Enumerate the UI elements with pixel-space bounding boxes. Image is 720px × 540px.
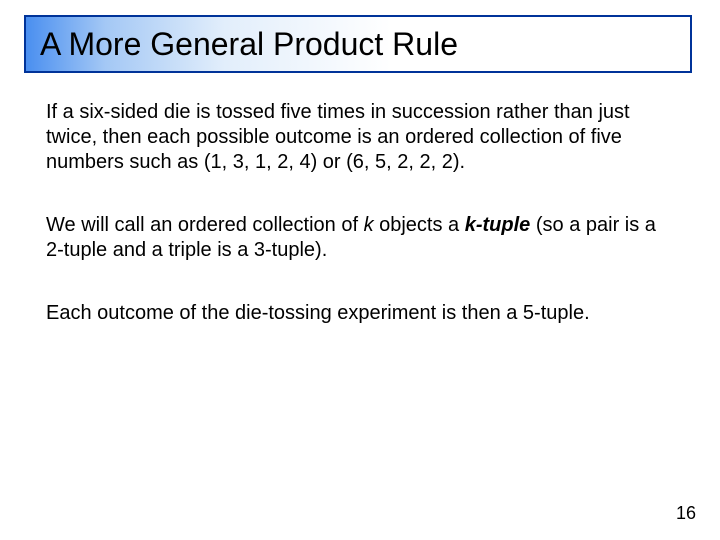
text-run: We will call an ordered collection of: [46, 214, 364, 236]
title-bar: A More General Product Rule: [24, 15, 692, 73]
text-bold-italic-ktuple: k-tuple: [465, 214, 531, 236]
paragraph-2: We will call an ordered collection of k …: [46, 213, 670, 263]
paragraph-3: Each outcome of the die-tossing experime…: [46, 301, 670, 326]
page-number: 16: [676, 503, 696, 524]
slide-body: If a six-sided die is tossed five times …: [46, 100, 670, 326]
paragraph-1: If a six-sided die is tossed five times …: [46, 100, 670, 175]
slide: A More General Product Rule If a six-sid…: [0, 0, 720, 540]
text-run: objects a: [374, 214, 465, 236]
text-italic-k: k: [364, 214, 374, 236]
slide-title: A More General Product Rule: [40, 26, 458, 63]
